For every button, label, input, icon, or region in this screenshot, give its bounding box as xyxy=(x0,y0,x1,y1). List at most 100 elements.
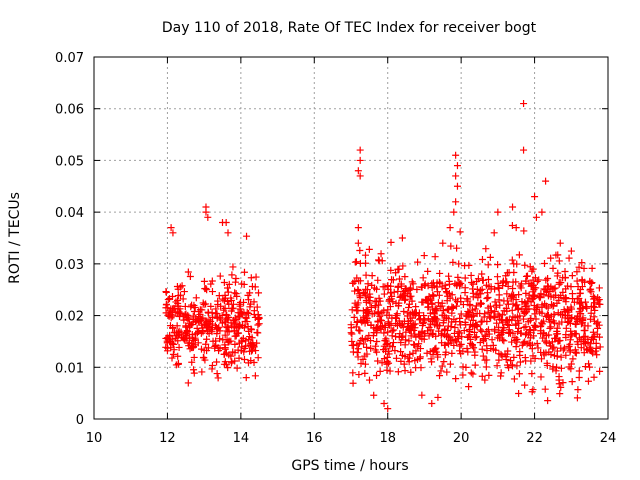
data-point xyxy=(446,224,454,232)
data-point xyxy=(542,332,550,340)
data-point xyxy=(483,356,491,364)
data-point xyxy=(174,285,182,293)
data-point xyxy=(213,370,221,378)
data-point xyxy=(389,339,397,347)
data-point xyxy=(426,348,434,356)
data-point xyxy=(405,303,413,311)
data-point xyxy=(207,280,215,288)
data-point xyxy=(374,276,382,284)
data-point xyxy=(163,300,171,308)
data-point xyxy=(476,309,484,317)
data-point xyxy=(555,257,563,265)
data-point xyxy=(578,318,586,326)
grid-lines xyxy=(94,57,608,419)
data-point xyxy=(437,367,445,375)
data-point xyxy=(521,298,529,306)
data-point xyxy=(551,284,559,292)
data-point xyxy=(415,309,423,317)
data-point xyxy=(252,273,260,281)
data-point xyxy=(167,314,175,322)
data-point xyxy=(419,274,427,282)
data-point xyxy=(195,328,203,336)
data-point xyxy=(408,297,416,305)
data-point xyxy=(254,329,262,337)
data-point xyxy=(386,367,394,375)
data-point xyxy=(189,343,197,351)
data-point xyxy=(462,363,470,371)
data-point xyxy=(520,146,528,154)
data-point xyxy=(175,331,183,339)
data-point xyxy=(453,244,461,252)
data-point xyxy=(507,357,515,365)
data-point xyxy=(394,283,402,291)
data-point xyxy=(212,305,220,313)
data-point xyxy=(453,162,461,170)
x-tick-label: 22 xyxy=(526,431,543,446)
data-point xyxy=(588,264,596,272)
data-point xyxy=(395,317,403,325)
data-point xyxy=(589,349,597,357)
data-point xyxy=(244,310,252,318)
data-point xyxy=(362,271,370,279)
data-point xyxy=(387,289,395,297)
data-point xyxy=(380,290,388,298)
data-point xyxy=(542,177,550,185)
data-point xyxy=(355,371,363,379)
data-point xyxy=(445,272,453,280)
data-point xyxy=(225,280,233,288)
data-point xyxy=(512,278,520,286)
data-point xyxy=(549,302,557,310)
data-point xyxy=(424,315,432,323)
data-point xyxy=(543,311,551,319)
data-point xyxy=(216,272,224,280)
data-point xyxy=(540,291,548,299)
data-point xyxy=(441,351,449,359)
data-point xyxy=(527,282,535,290)
data-point xyxy=(465,383,473,391)
data-point xyxy=(238,280,246,288)
data-point xyxy=(354,345,362,353)
data-point xyxy=(424,296,432,304)
data-point xyxy=(480,337,488,345)
x-tick-label: 10 xyxy=(86,431,103,446)
data-point xyxy=(172,334,180,342)
data-point xyxy=(455,260,463,268)
data-points xyxy=(162,100,604,413)
x-tick-label: 20 xyxy=(453,431,470,446)
data-point xyxy=(469,370,477,378)
data-point xyxy=(247,274,255,282)
data-point xyxy=(208,309,216,317)
data-point xyxy=(471,333,479,341)
data-point xyxy=(521,381,529,389)
data-point xyxy=(200,301,208,309)
data-point xyxy=(574,340,582,348)
data-point xyxy=(567,365,575,373)
data-point xyxy=(384,328,392,336)
data-point xyxy=(239,334,247,342)
data-point xyxy=(356,146,364,154)
data-point xyxy=(473,285,481,293)
data-point xyxy=(405,323,413,331)
data-point xyxy=(520,227,528,235)
data-point xyxy=(235,354,243,362)
data-point xyxy=(229,348,237,356)
data-point xyxy=(494,208,502,216)
data-point xyxy=(572,315,580,323)
data-point xyxy=(502,317,510,325)
data-point xyxy=(400,360,408,368)
data-point xyxy=(362,259,370,267)
data-point xyxy=(516,348,524,356)
data-point xyxy=(190,353,198,361)
data-point xyxy=(255,314,263,322)
data-point xyxy=(223,284,231,292)
data-point xyxy=(557,364,565,372)
data-point xyxy=(580,349,588,357)
data-point xyxy=(508,222,516,230)
data-point xyxy=(362,290,370,298)
data-point xyxy=(244,359,252,367)
data-point xyxy=(425,323,433,331)
data-point xyxy=(373,285,381,293)
data-point xyxy=(434,393,442,401)
data-point xyxy=(510,375,518,383)
data-point xyxy=(354,299,362,307)
